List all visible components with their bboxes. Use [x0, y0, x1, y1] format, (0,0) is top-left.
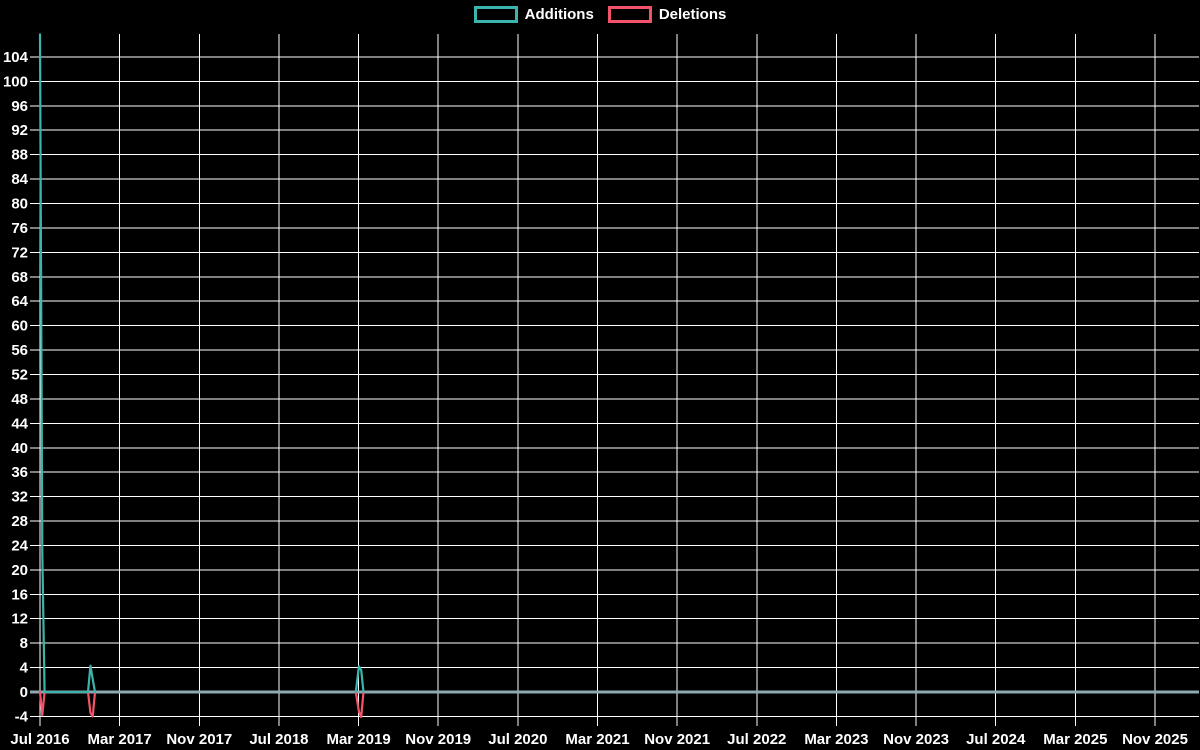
y-axis-label: 44: [11, 415, 28, 432]
y-axis-label: 104: [3, 49, 29, 66]
y-axis-label: 76: [11, 220, 28, 237]
x-axis-label: Jul 2018: [249, 731, 308, 748]
x-axis-label: Jul 2022: [727, 731, 786, 748]
y-axis-label: 72: [11, 244, 28, 261]
y-axis-label: 52: [11, 366, 28, 383]
x-axis-label: Nov 2017: [166, 731, 232, 748]
y-axis-label: 20: [11, 562, 28, 579]
y-axis-label: -4: [15, 708, 29, 725]
x-axis-label: Nov 2021: [644, 731, 710, 748]
deletions-swatch: [607, 6, 652, 23]
x-axis-label: Mar 2025: [1043, 731, 1107, 748]
additions-swatch: [473, 6, 518, 23]
y-axis-label: 16: [11, 586, 28, 603]
y-axis-label: 12: [11, 611, 28, 628]
x-axis-label: Mar 2021: [565, 731, 629, 748]
x-axis-label: Nov 2025: [1122, 731, 1188, 748]
y-axis-label: 96: [11, 98, 28, 115]
x-axis-label: Jul 2016: [10, 731, 69, 748]
y-axis-label: 32: [11, 489, 28, 506]
y-axis-label: 4: [20, 660, 29, 677]
y-axis-label: 68: [11, 269, 28, 286]
y-axis-label: 64: [11, 293, 28, 310]
y-axis-label: 40: [11, 440, 28, 457]
additions-line: [38, 33, 365, 694]
y-axis-label: 0: [20, 684, 28, 701]
deletions-line: [38, 690, 365, 719]
x-axis-label: Nov 2023: [883, 731, 949, 748]
y-axis-label: 36: [11, 464, 28, 481]
x-axis-labels: Jul 2016 Mar 2017 Nov 2017 Jul 2018 Mar 2019…: [10, 731, 1188, 748]
deletions-segment: [354, 690, 365, 719]
y-axis-label: 28: [11, 513, 28, 530]
x-axis-label: Mar 2019: [326, 731, 390, 748]
gridlines: [30, 34, 1199, 726]
deletions-segment: [38, 690, 97, 718]
y-axis-label: 8: [20, 635, 28, 652]
x-axis-label: Nov 2019: [405, 731, 471, 748]
deletions-legend-label: Deletions: [658, 6, 727, 23]
x-axis-label: Jul 2020: [488, 731, 547, 748]
y-axis-label: 56: [11, 342, 28, 359]
y-axis-label: 92: [11, 122, 28, 139]
chart-legend: Additions Deletions: [0, 6, 1200, 23]
y-axis-label: 100: [3, 73, 28, 90]
y-axis-label: 88: [11, 147, 28, 164]
x-axis-label: Mar 2017: [88, 731, 152, 748]
y-axis-label: 48: [11, 391, 28, 408]
x-axis-label: Jul 2024: [966, 731, 1026, 748]
y-axis-label: 24: [11, 537, 28, 554]
legend-item-additions[interactable]: Additions: [473, 6, 594, 23]
additions-segment: [38, 33, 97, 694]
x-axis-label: Mar 2023: [804, 731, 868, 748]
y-axis-labels: -404812162024283236404448525660646872768…: [3, 49, 29, 725]
additions-legend-label: Additions: [524, 6, 594, 23]
y-axis-label: 80: [11, 196, 28, 213]
y-axis-label: 84: [11, 171, 28, 188]
additions-segment: [354, 665, 365, 694]
y-axis-label: 60: [11, 318, 28, 335]
legend-item-deletions[interactable]: Deletions: [607, 6, 727, 23]
